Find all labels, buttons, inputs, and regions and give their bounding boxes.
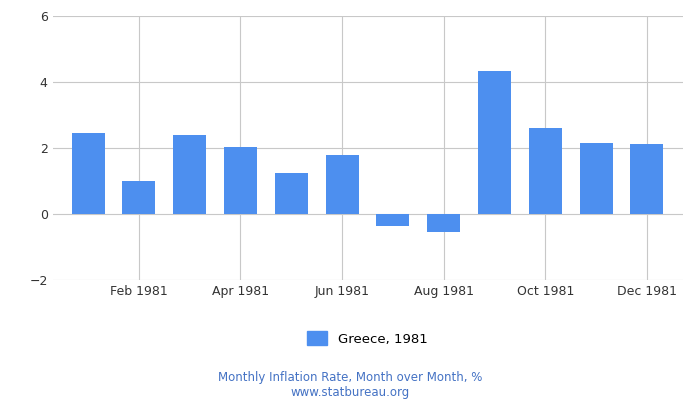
Bar bbox=[122, 181, 155, 214]
Bar bbox=[326, 155, 358, 214]
Text: www.statbureau.org: www.statbureau.org bbox=[290, 386, 410, 399]
Bar bbox=[275, 173, 308, 214]
Bar bbox=[580, 143, 612, 214]
Bar bbox=[427, 214, 460, 232]
Bar bbox=[478, 72, 511, 214]
Bar bbox=[631, 144, 664, 214]
Text: Monthly Inflation Rate, Month over Month, %: Monthly Inflation Rate, Month over Month… bbox=[218, 372, 482, 384]
Bar bbox=[224, 147, 257, 214]
Bar bbox=[528, 128, 562, 214]
Bar bbox=[71, 133, 104, 214]
Bar bbox=[377, 214, 410, 226]
Legend: Greece, 1981: Greece, 1981 bbox=[302, 326, 433, 351]
Bar bbox=[173, 136, 206, 214]
